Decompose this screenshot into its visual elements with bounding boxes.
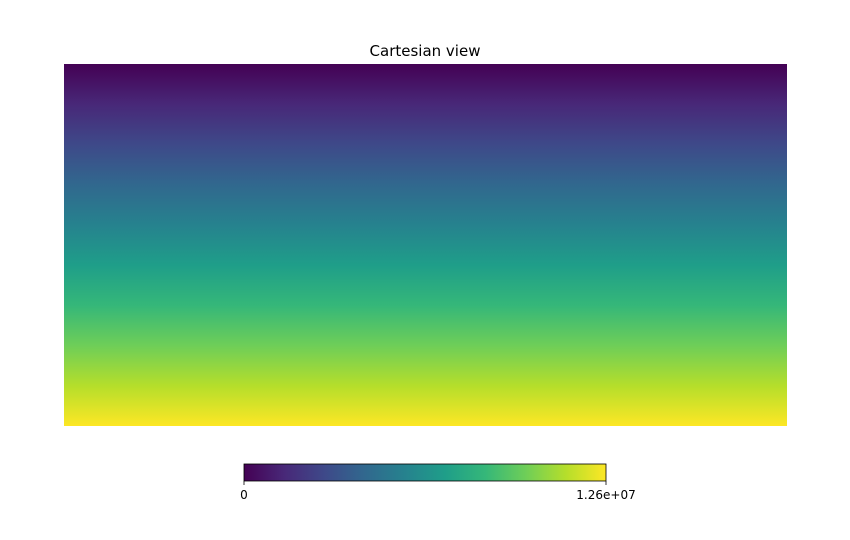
colorbar-tick-label-max: 1.26e+07 <box>576 488 635 502</box>
chart-title: Cartesian view <box>370 42 481 60</box>
colorbar-tick-label-min: 0 <box>240 488 248 502</box>
colorbar: 0 1.26e+07 <box>240 463 636 502</box>
colorbar-gradient <box>243 463 607 482</box>
heatmap-map <box>64 64 787 426</box>
